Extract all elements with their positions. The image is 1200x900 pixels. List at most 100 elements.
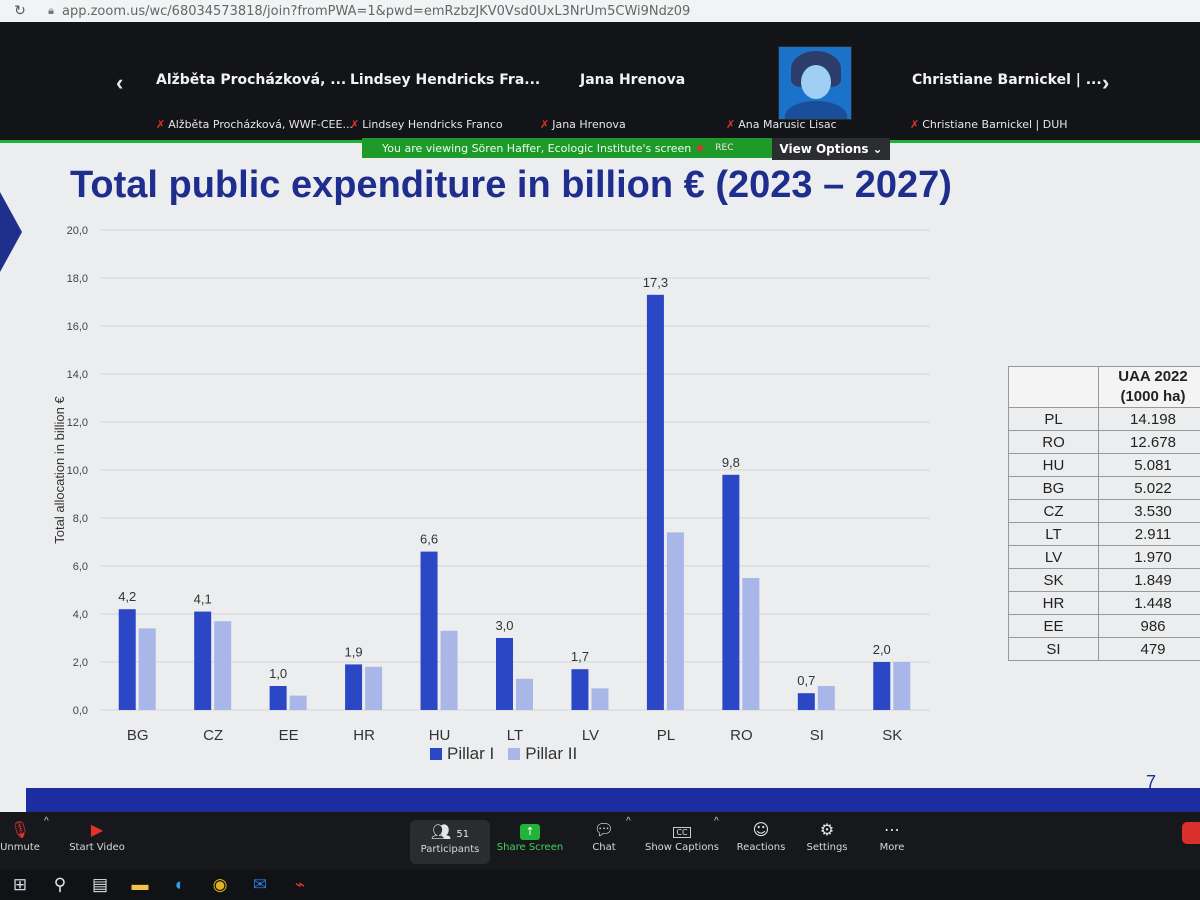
participants-icon: 👥︎ 51 [430, 822, 470, 841]
uaa-table: UAA 2022 (1000 ha) PL 14.198 RO 12.678 HU 5.08… [1008, 366, 1200, 661]
view-options-button[interactable]: View Options ⌄ [772, 138, 890, 160]
bar-pillar-ii [893, 662, 911, 710]
gallery-prev-icon[interactable]: ‹ [116, 70, 124, 95]
participant-tile-name[interactable]: Christiane Barnickel | ... [912, 72, 1102, 88]
muted-mic-icon: 🎙︎ [9, 820, 31, 839]
bar-pillar-ii [138, 628, 156, 710]
table-row: SK 1.849 [1008, 568, 1200, 592]
bar-pillar-ii [289, 695, 307, 710]
slide-decoration [0, 192, 22, 272]
x-tick-label: SK [882, 727, 902, 744]
bar-pillar-ii [742, 578, 760, 710]
table-row: HU 5.081 [1008, 453, 1200, 477]
participant-label: ✗ Ana Marusic Lisac [726, 118, 837, 131]
chat-button[interactable]: 💬︎ Chat [582, 820, 626, 853]
chrome-icon[interactable]: ◉ [212, 875, 228, 894]
slide-page-number: 7 [1146, 772, 1157, 792]
reactions-icon: ☺ [752, 820, 770, 839]
bar-pillar-i [194, 611, 212, 710]
table-cell-country: RO [1008, 430, 1099, 454]
bar-pillar-ii [214, 621, 232, 710]
bar-pillar-ii [516, 678, 533, 710]
unmute-button[interactable]: 🎙︎ Unmute [0, 820, 40, 853]
x-tick-label: EE [279, 727, 299, 744]
muted-mic-icon: ✗ [156, 118, 166, 131]
os-taskbar: ⊞ ⚲ ▤ ▬ ◐ ◉ ✉ ⌁ [0, 870, 1200, 900]
bar-pillar-i [345, 664, 363, 710]
caret-up-icon[interactable]: ^ [626, 816, 631, 827]
participant-tile-name[interactable]: Jana Hrenova [580, 72, 686, 88]
meeting-toolbar: 🎙︎ Unmute ^ ▶︎ Start Video 👥︎ 51 Partici… [0, 812, 1200, 870]
table-cell-value: 1.849 [1098, 568, 1200, 592]
data-label: 17,3 [643, 275, 668, 290]
bar-pillar-ii [365, 666, 383, 710]
legend-item: Pillar I [430, 744, 494, 764]
table-cell-country: BG [1008, 476, 1099, 500]
data-label: 6,6 [420, 532, 438, 547]
settings-button[interactable]: ⚙ Settings [804, 820, 850, 853]
task-view-icon[interactable]: ▤ [91, 875, 109, 894]
leave-button[interactable] [1182, 822, 1200, 844]
bar-pillar-i [646, 294, 664, 710]
y-tick-label: 18,0 [67, 273, 88, 285]
share-screen-button[interactable]: ↑ Share Screen [496, 824, 564, 853]
table-row: EE 986 [1008, 614, 1200, 638]
table-cell-value: 12.678 [1098, 430, 1200, 454]
table-cell-country: CZ [1008, 499, 1099, 523]
data-label: 0,7 [797, 673, 815, 688]
caret-up-icon[interactable]: ^ [714, 816, 719, 827]
chat-icon: 💬︎ [593, 820, 615, 839]
data-label: 4,2 [118, 589, 136, 604]
table-cell-value: 986 [1098, 614, 1200, 638]
table-row: LT 2.911 [1008, 522, 1200, 546]
x-tick-label: PL [657, 727, 675, 744]
start-video-button[interactable]: ▶︎ Start Video [64, 820, 130, 853]
data-label: 1,7 [571, 649, 589, 664]
gear-icon: ⚙ [819, 820, 835, 839]
reactions-button[interactable]: ☺ Reactions [734, 820, 788, 853]
search-icon[interactable]: ⚲ [53, 875, 67, 894]
file-explorer-icon[interactable]: ▬ [131, 875, 149, 894]
participants-button[interactable]: 👥︎ 51 Participants [410, 820, 490, 864]
legend-swatch [508, 748, 521, 760]
muted-mic-icon: ✗ [540, 118, 550, 131]
bar-chart: 0,0 2,0 4,0 6,0 8,0 10,0 12,0 14,0 16,0 18,0 20,0 T… [52, 225, 930, 744]
gallery-next-icon[interactable]: › [1102, 70, 1110, 95]
table-row: HR 1.448 [1008, 591, 1200, 615]
data-label: 1,9 [345, 644, 363, 659]
browser-address-bar[interactable]: ↻ 🔒︎ app.zoom.us/wc/68034573818/join?fro… [0, 0, 1200, 22]
y-tick-label: 4,0 [73, 609, 88, 621]
windows-start-icon[interactable]: ⊞ [12, 875, 28, 894]
record-icon [697, 145, 704, 151]
x-tick-label: CZ [203, 727, 223, 744]
captions-button[interactable]: CC Show Captions [644, 820, 720, 853]
caret-up-icon[interactable]: ^ [44, 816, 49, 827]
outlook-icon[interactable]: ✉ [252, 875, 268, 894]
x-tick-label: LV [582, 727, 599, 744]
table-row: RO 12.678 [1008, 430, 1200, 454]
y-axis-label: Total allocation in billion € [52, 396, 67, 544]
more-button[interactable]: ⋯ More [872, 820, 912, 853]
x-tick-label: HU [429, 727, 451, 744]
x-tick-label: BG [127, 727, 149, 744]
y-tick-label: 2,0 [73, 657, 88, 669]
participant-video[interactable] [778, 46, 852, 120]
chevron-down-icon: ⌄ [872, 142, 883, 156]
legend-item: Pillar II [508, 744, 577, 764]
pdf-reader-icon[interactable]: ⌁ [294, 875, 306, 894]
bar-pillar-i [269, 686, 287, 710]
table-cell-value: 14.198 [1098, 407, 1200, 431]
x-tick-label: LT [507, 727, 523, 744]
x-tick-label: RO [730, 727, 753, 744]
y-tick-label: 0,0 [73, 705, 88, 717]
participant-tile-name[interactable]: Lindsey Hendricks Fra... [350, 72, 541, 88]
url-text[interactable]: app.zoom.us/wc/68034573818/join?fromPWA=… [62, 3, 691, 19]
participant-label: ✗ Lindsey Hendricks Franco [350, 118, 503, 131]
bar-pillar-i [420, 551, 438, 710]
edge-icon[interactable]: ◐ [174, 875, 186, 894]
bar-pillar-i [873, 662, 891, 710]
participant-tile-name[interactable]: Alžběta Procházková, ... [156, 72, 347, 88]
table-cell-value: 2.911 [1098, 522, 1200, 546]
reload-icon[interactable]: ↻ [14, 3, 26, 19]
shared-screen: Total public expenditure in billion € (2… [0, 140, 1200, 830]
